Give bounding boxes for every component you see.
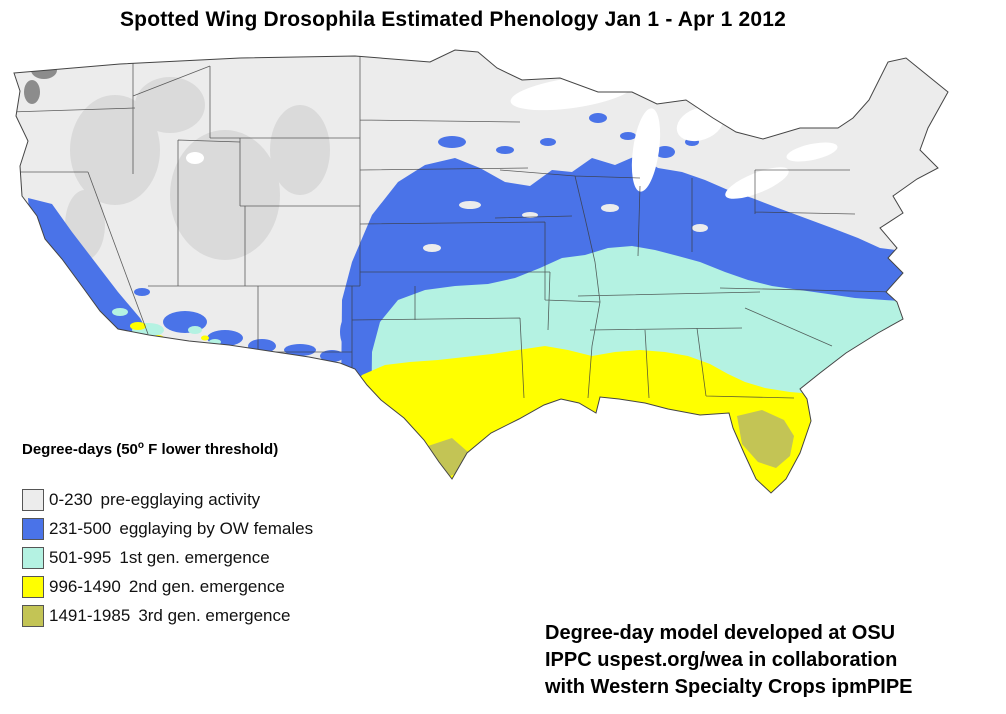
legend-swatch-egglaying-ow <box>22 517 44 540</box>
legend-swatch-pre-egglaying <box>22 488 44 511</box>
attribution: Degree-day model developed at OSU IPPC u… <box>545 620 913 701</box>
legend-range: 0-230 <box>49 489 93 509</box>
legend-swatch-3rd-gen <box>22 604 44 627</box>
legend-range: 1491-1985 <box>49 605 131 625</box>
degree-symbol: o <box>137 440 145 451</box>
legend-label: egglaying by OW females <box>119 518 314 538</box>
legend-label: pre-egglaying activity <box>100 489 261 509</box>
legend-item-pre-egglaying: 0-230 pre-egglaying activity <box>22 485 313 514</box>
legend-label: 3rd gen. emergence <box>138 605 291 625</box>
legend-item-egglaying-ow: 231-500 egglaying by OW females <box>22 514 313 543</box>
legend-label: 1st gen. emergence <box>119 547 270 567</box>
legend-range: 996-1490 <box>49 576 121 596</box>
attribution-line-1: Degree-day model developed at OSU <box>545 622 896 644</box>
state-borders <box>14 56 896 399</box>
legend-heading-suffix: F lower threshold) <box>144 441 279 458</box>
map-title: Spotted Wing Drosophila Estimated Phenol… <box>119 8 787 31</box>
legend-label: 2nd gen. emergence <box>128 576 285 596</box>
great-lakes <box>186 75 838 199</box>
legend-range: 501-995 <box>49 547 112 567</box>
attribution-line-2: IPPC uspest.org/wea in collaboration <box>545 649 898 671</box>
legend-heading-prefix: Degree-days (50 <box>22 441 138 458</box>
pre-egglaying-speckles <box>423 201 708 252</box>
legend: Degree-days (50o F lower threshold) 0-23… <box>22 440 313 630</box>
legend-item-3rd-gen: 1491-1985 3rd gen. emergence <box>22 601 313 630</box>
legend-swatch-2nd-gen <box>22 575 44 598</box>
legend-swatch-1st-gen <box>22 546 44 569</box>
attribution-line-3: with Western Specialty Crops ipmPIPE <box>545 676 913 698</box>
legend-range: 231-500 <box>49 518 112 538</box>
legend-item-1st-gen: 501-995 1st gen. emergence <box>22 543 313 572</box>
legend-item-2nd-gen: 996-1490 2nd gen. emergence <box>22 572 313 601</box>
legend-heading: Degree-days (50o F lower threshold) <box>22 440 313 458</box>
